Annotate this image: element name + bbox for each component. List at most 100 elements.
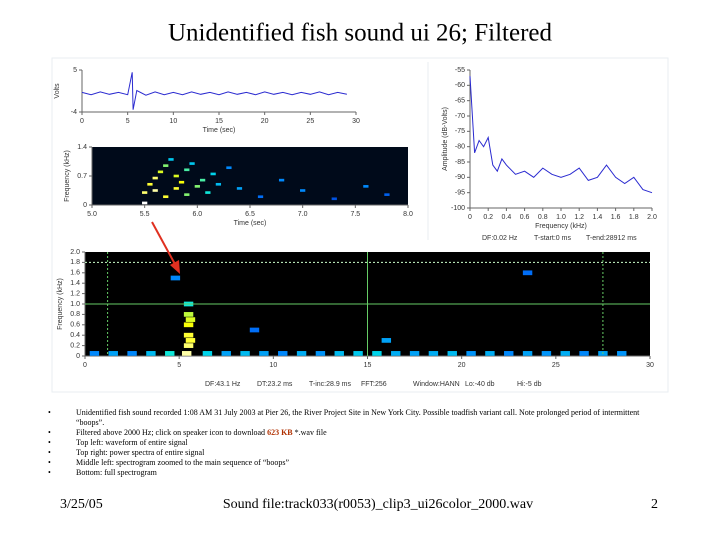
figure-frame [51,57,669,393]
x-tick-label: 15 [215,118,223,125]
y-tick-label: 2.0 [70,249,80,256]
spectrogram-cell [259,351,269,356]
spectrogram-cell [173,187,179,190]
plots: 0 5 10 15 20 25 30 -4 5 Time (sec) Volts 0 0.2 0.4 0.6… [54,67,657,388]
y-tick-label: -80 [455,144,465,151]
y-tick-label: -90 [455,174,465,181]
y-tick-label: 5 [73,67,77,74]
x-axis-label: Time (sec) [203,127,236,134]
y-tick-label: 0.6 [70,322,80,329]
annotation: T-start:0 ms [534,235,571,242]
y-tick-label: -95 [455,190,465,197]
x-tick-label: 10 [169,118,177,125]
spectrogram-cell [194,185,200,188]
spectrogram-cell [199,178,206,182]
spectrogram-cell [184,168,190,172]
bullet: Top right: power spectra of entire signa… [48,448,648,458]
y-tick-label: -75 [455,128,465,135]
x-tick-label: 0.2 [483,214,493,221]
y-tick-label: -4 [71,109,77,116]
spectrogram-cell [381,338,392,343]
spectrogram-cell [384,193,390,196]
spectrogram-cell [215,182,222,186]
x-tick-label: 6.0 [192,211,202,218]
spectrogram-cell [391,351,401,356]
y-tick-label: -55 [455,67,465,74]
spectrogram-cell [178,180,185,184]
x-tick-label: 20 [458,362,466,369]
y-tick-label: -65 [455,98,465,105]
annotation: Window:HANN [413,381,460,388]
spectrogram-cell [315,351,326,356]
spectrogram-cell [185,317,196,322]
spectrogram-cell [146,351,156,356]
spectrogram-cell [409,351,420,356]
y-axis-label: Volts [54,83,61,99]
x-tick-label: 1.8 [629,214,639,221]
spectrogram-cell [249,327,260,333]
x-tick-label: 0 [80,118,84,125]
spectrogram-cell [163,164,169,167]
bullet-text: Unidentified fish sound recorded 1:08 AM… [76,408,640,427]
bullet-text: Middle left: spectrogram zoomed to the m… [76,458,290,467]
spectrogram-cell [428,351,439,356]
x-tick-label: 10 [269,362,277,369]
bullet-text: Top right: power spectra of entire signa… [76,448,205,457]
x-axis-label: Frequency (kHz) [535,223,587,230]
x-tick-label: 1.2 [574,214,584,221]
bullet: Unidentified fish sound recorded 1:08 AM… [48,408,648,428]
x-tick-label: 15 [364,362,372,369]
y-tick-label: -60 [455,82,465,89]
y-tick-label: 1.2 [70,290,80,297]
spectrogram-cell [183,343,194,348]
spectrogram-cell [579,351,589,356]
spectrogram-cell [108,351,118,356]
annotation: T-inc:28.9 ms [309,381,352,388]
bullet-text: *.wav file [292,428,327,437]
plot-background [92,147,408,205]
x-tick-label: 0 [468,214,472,221]
y-tick-label: 1.6 [70,270,80,277]
y-tick-label: 0.7 [77,173,87,180]
arrow-head [170,260,180,274]
spectrogram-cell [142,191,148,194]
x-tick-label: 1.4 [593,214,603,221]
spectrogram-cell [152,189,158,192]
footer-file: Sound file:track033(r0053)_clip3_ui26col… [223,497,533,512]
annotation: DF:43.1 Hz [205,381,241,388]
x-tick-label: 30 [352,118,360,125]
spectrogram-cell [372,351,382,356]
spectrogram-cell [236,187,243,190]
spectrogram-cell [522,270,533,276]
spectrogram-cell [189,162,195,165]
x-tick-label: 5.5 [140,211,150,218]
spectrogram-cell [221,351,231,356]
x-tick-label: 8.0 [403,211,413,218]
y-tick-label: 1.4 [77,144,87,151]
spectrogram-cell [173,174,179,178]
y-tick-label: 1.8 [70,259,80,266]
y-tick-label: -85 [455,159,465,166]
x-tick-label: 1.0 [556,214,566,221]
bullet: Middle left: spectrogram zoomed to the m… [48,458,648,468]
annotation: DF:0.02 Hz [482,235,518,242]
annotation: T-end:28912 ms [586,235,637,242]
x-tick-label: 0.4 [502,214,512,221]
download-size[interactable]: 623 KB [267,428,293,437]
y-tick-label: -70 [455,113,465,120]
spectrogram-cell [202,351,213,356]
data-line [469,76,653,194]
slide-title: Unidentified fish sound ui 26; Filtered [168,20,552,47]
footer-page: 2 [651,497,658,512]
y-tick-label: -100 [451,205,465,212]
bullet-text: Top left: waveform of entire signal [76,438,188,447]
spectrogram-cell [152,176,158,180]
spectrogram-cell [331,197,337,201]
y-tick-label: 0.4 [70,332,80,339]
x-tick-label: 7.5 [350,211,360,218]
spectrogram-cell [184,193,190,196]
x-tick-label: 0.6 [520,214,530,221]
x-tick-label: 30 [646,362,654,369]
